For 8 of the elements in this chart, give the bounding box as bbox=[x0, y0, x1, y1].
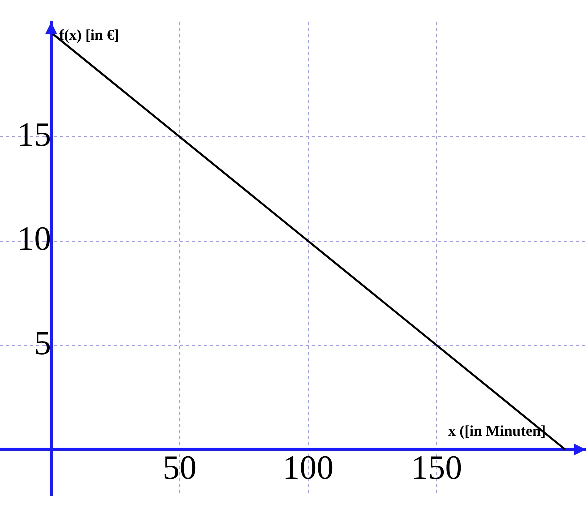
x-tick-label: 150 bbox=[411, 450, 462, 488]
y-tick-label: 10 bbox=[17, 221, 52, 258]
y-axis-title: f(x) [in €] bbox=[59, 28, 120, 44]
y-tick-label: 15 bbox=[17, 116, 52, 154]
x-tick-label: 100 bbox=[282, 450, 334, 488]
y-tick-label: 5 bbox=[34, 325, 52, 362]
x-tick-label: 50 bbox=[162, 450, 197, 488]
x-axis-title: x ([in Minuten] bbox=[448, 424, 546, 440]
